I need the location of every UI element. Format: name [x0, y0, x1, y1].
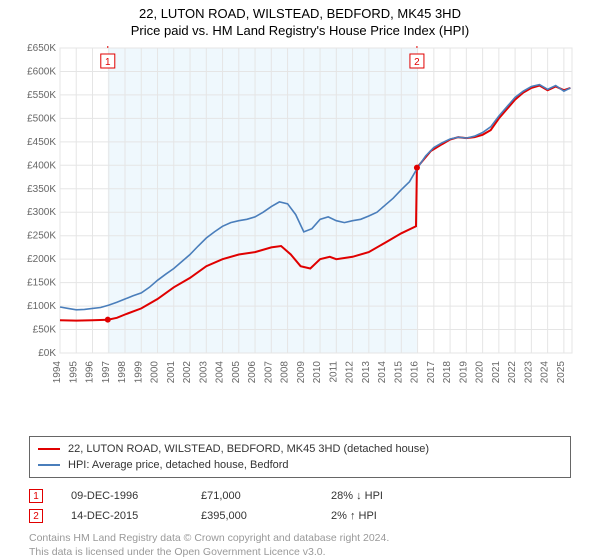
legend-swatch — [38, 448, 60, 450]
sale-date: 14-DEC-2015 — [71, 510, 201, 522]
footer-line-1: Contains HM Land Registry data © Crown c… — [29, 532, 571, 546]
svg-text:2017: 2017 — [426, 361, 437, 384]
sale-row: 1 09-DEC-1996£71,00028% ↓ HPI — [29, 486, 571, 506]
footer-line-2: This data is licensed under the Open Gov… — [29, 546, 571, 560]
svg-text:2005: 2005 — [231, 361, 242, 384]
svg-text:2004: 2004 — [215, 361, 226, 384]
sale-marker-box: 1 — [29, 489, 43, 503]
svg-text:1997: 1997 — [101, 361, 112, 384]
svg-text:£400K: £400K — [27, 160, 56, 171]
page-title: 22, LUTON ROAD, WILSTEAD, BEDFORD, MK45 … — [0, 6, 600, 21]
svg-text:2016: 2016 — [410, 361, 421, 384]
svg-text:2011: 2011 — [328, 361, 339, 383]
legend-item: HPI: Average price, detached house, Bedf… — [38, 457, 562, 473]
svg-text:2023: 2023 — [523, 361, 534, 384]
svg-text:2007: 2007 — [263, 361, 274, 384]
price-chart: £0K £50K £100K £150K £200K £250K £300K £350K £40… — [20, 44, 580, 414]
svg-text:£0K: £0K — [38, 348, 56, 359]
svg-text:2003: 2003 — [198, 361, 209, 384]
svg-text:£600K: £600K — [27, 66, 56, 77]
svg-text:1: 1 — [105, 57, 111, 68]
svg-text:1994: 1994 — [52, 361, 63, 384]
sale-markers-table: 1 09-DEC-1996£71,00028% ↓ HPI 2 14-DEC-2015… — [29, 486, 571, 526]
footer-attribution: Contains HM Land Registry data © Crown c… — [29, 532, 571, 559]
svg-text:1999: 1999 — [133, 361, 144, 384]
svg-text:1996: 1996 — [85, 361, 96, 384]
page-subtitle: Price paid vs. HM Land Registry's House … — [0, 23, 600, 38]
sale-price: £395,000 — [201, 510, 331, 522]
svg-text:2000: 2000 — [150, 361, 161, 384]
svg-text:2019: 2019 — [458, 361, 469, 384]
svg-text:2025: 2025 — [556, 361, 567, 384]
svg-text:2006: 2006 — [247, 361, 258, 384]
svg-text:£650K: £650K — [27, 44, 56, 54]
legend-item: 22, LUTON ROAD, WILSTEAD, BEDFORD, MK45 … — [38, 441, 562, 457]
svg-text:£150K: £150K — [27, 278, 56, 289]
svg-text:1998: 1998 — [117, 361, 128, 384]
svg-text:£550K: £550K — [27, 90, 56, 101]
svg-text:2020: 2020 — [475, 361, 486, 384]
svg-text:2021: 2021 — [491, 361, 502, 384]
svg-text:£250K: £250K — [27, 231, 56, 242]
sale-marker-box: 2 — [29, 509, 43, 523]
svg-text:1995: 1995 — [68, 361, 79, 384]
svg-text:2002: 2002 — [182, 361, 193, 384]
sale-price: £71,000 — [201, 490, 331, 502]
svg-text:2014: 2014 — [377, 361, 388, 384]
legend-label: 22, LUTON ROAD, WILSTEAD, BEDFORD, MK45 … — [68, 443, 429, 455]
sale-date: 09-DEC-1996 — [71, 490, 201, 502]
svg-text:£300K: £300K — [27, 207, 56, 218]
svg-text:£200K: £200K — [27, 254, 56, 265]
svg-text:2: 2 — [414, 57, 420, 68]
svg-text:2024: 2024 — [540, 361, 551, 384]
svg-text:2012: 2012 — [345, 361, 356, 384]
sale-hpi-delta: 28% ↓ HPI — [331, 490, 461, 502]
svg-text:£450K: £450K — [27, 137, 56, 148]
svg-text:2008: 2008 — [280, 361, 291, 384]
svg-text:£100K: £100K — [27, 301, 56, 312]
sale-row: 2 14-DEC-2015£395,0002% ↑ HPI — [29, 506, 571, 526]
sale-hpi-delta: 2% ↑ HPI — [331, 510, 461, 522]
svg-text:2010: 2010 — [312, 361, 323, 384]
svg-text:2009: 2009 — [296, 361, 307, 384]
svg-text:2018: 2018 — [442, 361, 453, 384]
svg-text:£50K: £50K — [33, 325, 57, 336]
legend: 22, LUTON ROAD, WILSTEAD, BEDFORD, MK45 … — [29, 436, 571, 478]
svg-text:2015: 2015 — [393, 361, 404, 384]
svg-text:2022: 2022 — [507, 361, 518, 384]
svg-text:2013: 2013 — [361, 361, 372, 384]
svg-text:2001: 2001 — [166, 361, 177, 384]
legend-label: HPI: Average price, detached house, Bedf… — [68, 459, 289, 471]
legend-swatch — [38, 464, 60, 466]
svg-text:£350K: £350K — [27, 184, 56, 195]
svg-text:£500K: £500K — [27, 113, 56, 124]
